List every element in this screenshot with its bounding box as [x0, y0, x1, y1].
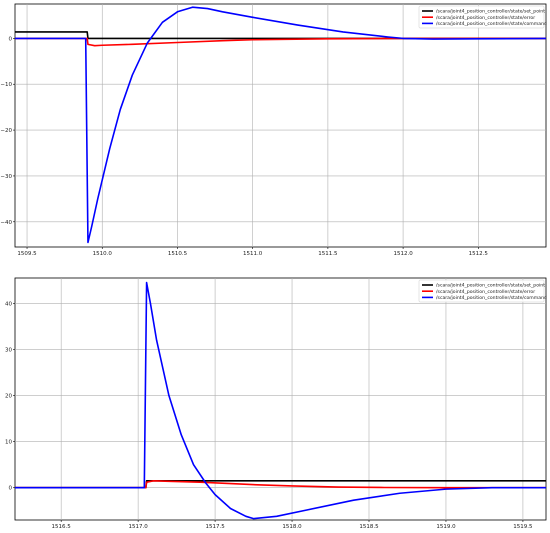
x-tick-label: 1519.0 [436, 524, 456, 530]
legend-label: /scara/joint4_position_controller/state/… [436, 295, 547, 301]
legend-label: /scara/joint4_position_controller/state/… [436, 289, 535, 295]
y-tick-label: 20 [5, 394, 12, 400]
chart-1: 1509.5 1510.0 1510.5 1511.0 1511.5 1512.0 1512… [0, 3, 547, 257]
y-tick-label: 0 [9, 36, 13, 42]
y-tick-label: −20 [0, 128, 12, 134]
x-tick-label: 1516.5 [52, 524, 72, 530]
legend-box [418, 279, 545, 303]
legend-label: /scara/joint4_position_controller/state/… [436, 15, 535, 21]
legend-box [418, 5, 545, 29]
series-line-3 [15, 6, 546, 244]
legend-label: /scara/joint4_position_controller/state/… [436, 21, 547, 27]
x-tick-label: 1511.0 [243, 251, 263, 257]
x-tick-label: 1517.0 [129, 524, 149, 530]
x-tick-label: 1512.0 [393, 251, 413, 257]
x-tick-label: 1509.5 [17, 251, 37, 257]
plot-area [14, 277, 547, 521]
x-tick-label: 1519.5 [513, 524, 533, 530]
series-line-2 [15, 480, 546, 489]
y-tick-label: −10 [0, 82, 12, 88]
legend: /scara/joint4_position_controller/state/… [418, 279, 547, 303]
x-tick-label: 1518.0 [282, 524, 302, 530]
chart-2: 1516.5 1517.0 1517.5 1518.0 1518.5 1519.0 1519… [5, 277, 547, 530]
legend-label: /scara/joint4_position_controller/state/… [436, 283, 545, 289]
x-tick-label: 1517.5 [205, 524, 225, 530]
x-tick-label: 1510.5 [168, 251, 188, 257]
y-tick-label: 40 [5, 301, 12, 307]
series-line-3 [15, 281, 546, 520]
y-tick-label: 30 [5, 347, 12, 353]
x-tick-label: 1518.5 [359, 524, 379, 530]
y-tick-label: 0 [9, 486, 13, 492]
legend: /scara/joint4_position_controller/state/… [418, 5, 547, 29]
y-tick-label: 10 [5, 440, 12, 446]
legend-label: /scara/joint4_position_controller/state/… [436, 9, 545, 15]
x-tick-label: 1511.5 [318, 251, 338, 257]
y-tick-label: −30 [0, 174, 12, 180]
x-tick-label: 1510.0 [93, 251, 113, 257]
x-tick-label: 1512.5 [469, 251, 489, 257]
series-line-2 [15, 37, 546, 47]
y-tick-label: −40 [0, 220, 12, 226]
